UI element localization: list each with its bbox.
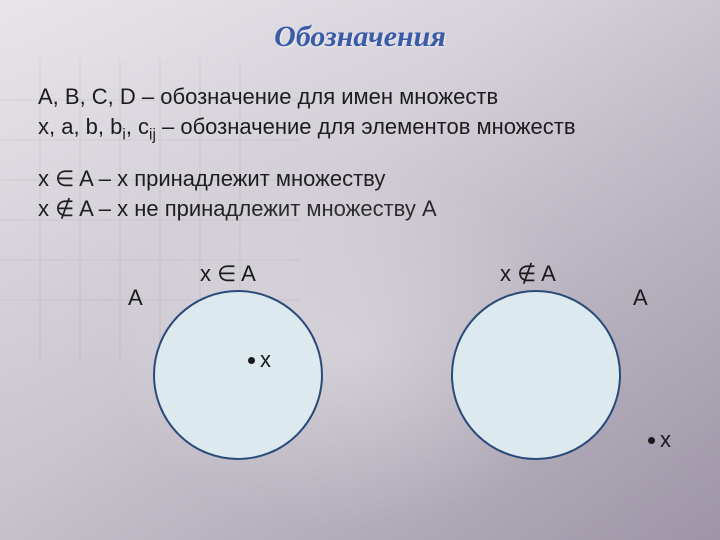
notation-line-1: A, B, C, D – обозначение для имен множес… — [38, 82, 682, 112]
membership-line-1: x ∈ A – x принадлежит множеству — [38, 164, 682, 194]
right-label-a: A — [633, 285, 648, 311]
right-x-label: x — [660, 427, 671, 453]
left-circle — [153, 290, 323, 460]
notation-line-2-post: – обозначение для элементов множеств — [156, 114, 576, 139]
diagrams-area: x ∈ A A x x ∉ A A x — [38, 237, 682, 467]
content-block: A, B, C, D – обозначение для имен множес… — [0, 54, 720, 467]
left-caption: x ∈ A — [200, 261, 256, 287]
right-x-dot — [648, 437, 655, 444]
left-x-label: x — [260, 347, 271, 373]
notation-line-2: x, a, b, bi, cij – обозначение для элеме… — [38, 112, 682, 146]
left-label-a: A — [128, 285, 143, 311]
notation-line-2-pre: x, a, b, b — [38, 114, 122, 139]
membership-line-2: x ∉ A – x не принадлежит множеству A — [38, 194, 682, 224]
subscript-ij: ij — [149, 126, 156, 143]
page-title: Обозначения — [0, 0, 720, 54]
notation-line-2-mid: , c — [126, 114, 149, 139]
right-circle — [451, 290, 621, 460]
right-caption: x ∉ A — [500, 261, 556, 287]
